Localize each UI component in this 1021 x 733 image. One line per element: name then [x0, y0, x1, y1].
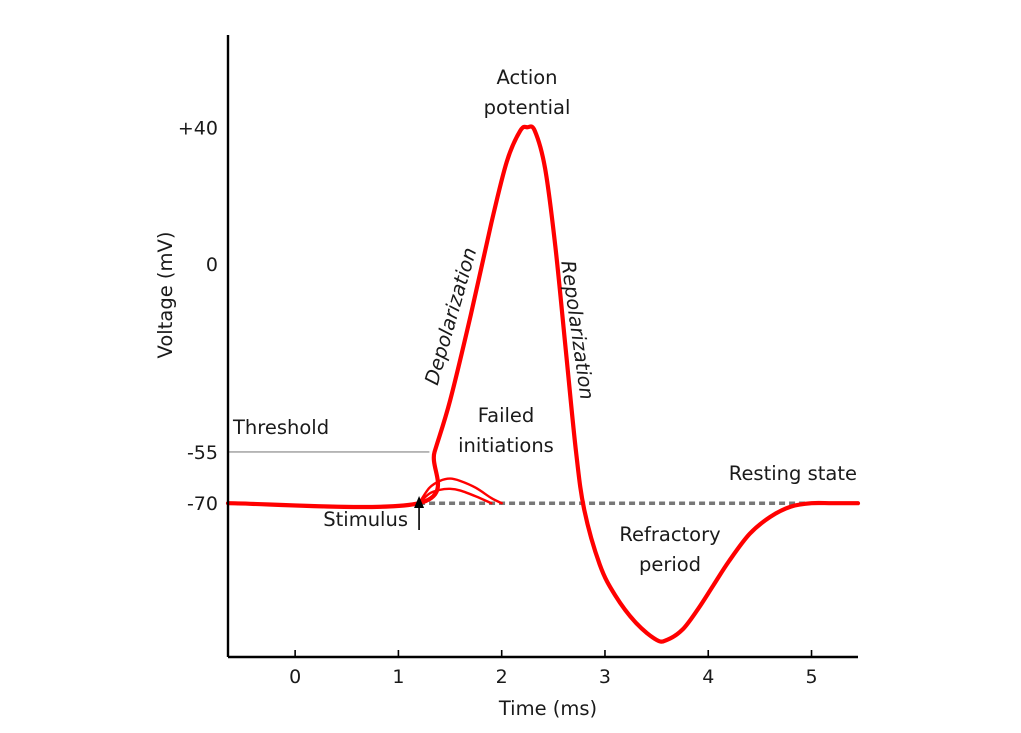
x-tick-label: 2: [496, 666, 508, 688]
action-potential-curve: [225, 124, 861, 644]
action-potential-label-line1: Action: [496, 66, 557, 89]
y-tick-label: 0: [206, 254, 218, 276]
resting-state-label: Resting state: [729, 462, 857, 485]
refractory-period-label-line2: period: [639, 553, 701, 576]
failed-initiation-curve: [417, 487, 493, 505]
x-tick-label: 0: [289, 666, 301, 688]
refractory-period-label-line1: Refractory: [619, 523, 720, 546]
threshold-label: Threshold: [232, 416, 329, 439]
failed-initiations-label-line2: initiations: [458, 434, 554, 457]
stimulus-label: Stimulus: [323, 508, 408, 531]
x-tick-label: 3: [599, 666, 611, 688]
y-tick-label: -55: [187, 442, 218, 464]
action-potential-label-line2: potential: [484, 96, 571, 119]
x-tick-labels: 0 1 2 3 4 5: [289, 650, 818, 688]
failed-initiation-curve: [417, 477, 503, 505]
y-tick-labels: +40 0 -55 -70: [178, 117, 218, 515]
x-tick-label: 4: [702, 666, 714, 688]
series-layer: [225, 124, 861, 644]
y-tick-label: -70: [187, 493, 218, 515]
x-tick-label: 1: [392, 666, 404, 688]
y-tick-label: +40: [178, 117, 218, 139]
y-axis-label: Voltage (mV): [154, 232, 177, 359]
x-axis-label: Time (ms): [498, 697, 597, 720]
x-tick-label: 5: [805, 666, 817, 688]
stimulus-arrow-icon: [414, 496, 425, 530]
failed-initiations-label-line1: Failed: [478, 404, 535, 427]
